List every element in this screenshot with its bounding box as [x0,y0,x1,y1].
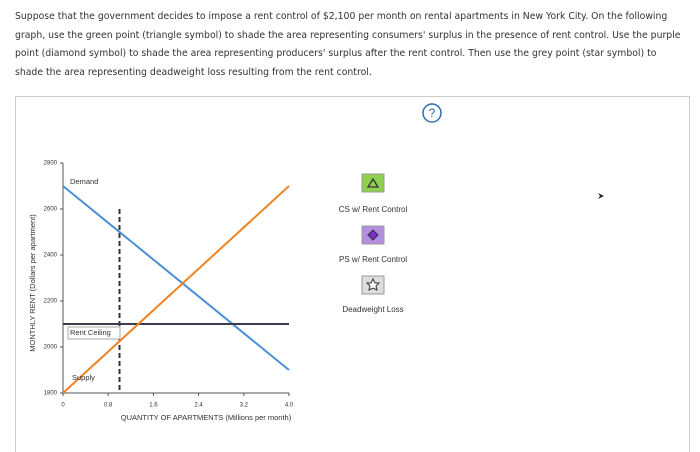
triangle-icon [366,177,380,188]
x-tick-label: 0 [61,403,65,409]
line-label: Rent Ceiling [70,328,111,337]
line-label: Demand [70,177,98,186]
y-tick-label: 2600 [44,207,58,213]
x-axis-label: QUANTITY OF APARTMENTS (Millions per mon… [121,413,292,422]
palette-label: CS w/ Rent Control [339,205,408,214]
series-line [62,185,290,394]
y-tick-label: 2800 [44,161,58,167]
y-axis-label: MONTHLY RENT (Dollars per apartment) [28,214,37,352]
help-button[interactable] [422,103,442,123]
y-tick-label: 2400 [44,253,58,259]
y-tick-label: 1800 [44,391,58,397]
graph-panel [15,96,690,452]
help-label[interactable]: ? [429,106,436,120]
x-tick-label: 0.8 [104,403,113,409]
label-bg [67,326,121,340]
diamond-icon [367,229,379,241]
y-tick-label: 2000 [44,345,58,351]
cursor [598,193,604,199]
palette-label: Deadweight Loss [342,305,403,314]
star-icon [365,277,381,291]
series-line [62,185,290,371]
x-tick-label: 2.4 [194,403,203,409]
x-tick-label: 3.2 [240,403,249,409]
cs-tool[interactable] [361,173,385,193]
x-tick-label: 1.6 [149,403,158,409]
x-tick-label: 4.0 [285,403,294,409]
line-label: Supply [72,373,95,382]
question-text: Suppose that the government decides to i… [15,11,681,78]
palette-label: PS w/ Rent Control [339,255,407,264]
y-tick-label: 2200 [44,299,58,305]
